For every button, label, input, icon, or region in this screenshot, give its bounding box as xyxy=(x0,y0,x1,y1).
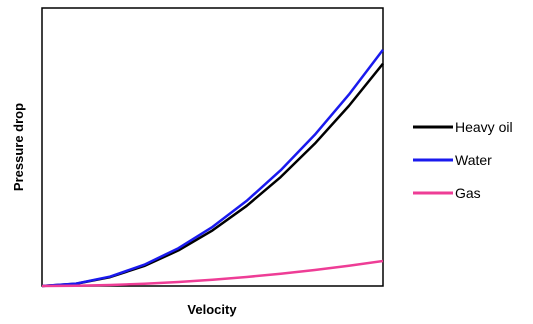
series-line-water xyxy=(41,48,384,288)
series-layer xyxy=(41,48,384,288)
x-axis-title: Velocity xyxy=(187,302,237,317)
y-axis-title: Pressure drop xyxy=(11,103,26,191)
series-line-gas xyxy=(41,259,384,288)
legend-label-heavy-oil: Heavy oil xyxy=(455,119,513,135)
plot-area-frame xyxy=(41,7,384,287)
legend-label-gas: Gas xyxy=(455,185,481,201)
legend-label-water: Water xyxy=(455,152,492,168)
legend: Heavy oil Water Gas xyxy=(413,119,513,201)
